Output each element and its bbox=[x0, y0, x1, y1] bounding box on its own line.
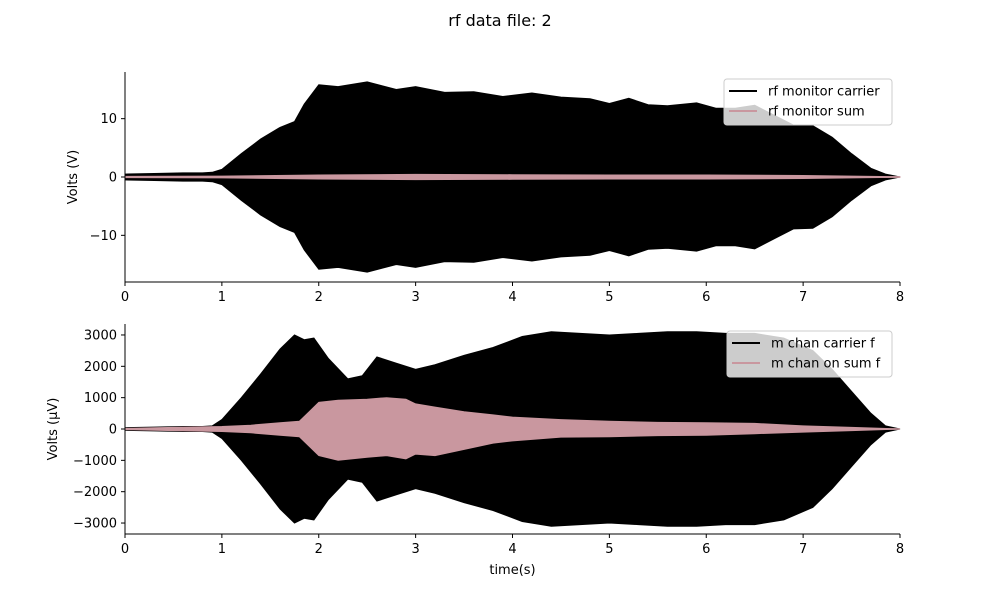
x-tick-label: 2 bbox=[315, 290, 323, 305]
x-tick-label: 8 bbox=[896, 290, 904, 305]
figure-title: rf data file: 2 bbox=[448, 11, 551, 30]
legend-bottom: m chan carrier f m chan on sum f bbox=[726, 330, 893, 378]
y-tick-label: 1000 bbox=[84, 391, 117, 406]
x-tick-label: 3 bbox=[411, 542, 419, 557]
legend-frame bbox=[726, 330, 893, 378]
legend-label-sum: m chan on sum f bbox=[771, 357, 881, 372]
x-tick-label: 1 bbox=[218, 290, 226, 305]
x-tick-label: 4 bbox=[508, 290, 516, 305]
x-tick-label: 6 bbox=[702, 542, 710, 557]
legend-label-carrier: m chan carrier f bbox=[771, 337, 875, 352]
x-tick-label: 5 bbox=[605, 290, 613, 305]
y-axis-label-top: Volts (V) bbox=[66, 150, 81, 205]
y-tick-label: −3000 bbox=[73, 517, 117, 532]
x-tick-label: 5 bbox=[605, 542, 613, 557]
x-tick-label: 8 bbox=[896, 542, 904, 557]
legend-top: rf monitor carrier rf monitor sum bbox=[723, 78, 893, 126]
x-tick-label: 4 bbox=[508, 542, 516, 557]
plot-area-bottom bbox=[124, 331, 901, 527]
y-tick-label: 0 bbox=[109, 171, 117, 186]
y-tick-label: 0 bbox=[109, 423, 117, 438]
x-tick-label: 2 bbox=[315, 542, 323, 557]
y-tick-label: 2000 bbox=[84, 360, 117, 375]
x-tick-label: 3 bbox=[411, 290, 419, 305]
y-axis-label-bottom: Volts (μV) bbox=[46, 398, 61, 461]
x-tick-label: 7 bbox=[799, 290, 807, 305]
x-tick-label: 6 bbox=[702, 290, 710, 305]
y-tick-label: 3000 bbox=[84, 328, 117, 343]
x-tick-label: 0 bbox=[121, 290, 129, 305]
x-tick-label: 1 bbox=[218, 542, 226, 557]
y-tick-label: −2000 bbox=[73, 485, 117, 500]
x-tick-label: 7 bbox=[799, 542, 807, 557]
axes-bottom: 0 1 2 3 4 5 6 7 8 −3000 −2000 −1000 0 1000 2000 3000 bbox=[73, 324, 904, 557]
legend-label-sum: rf monitor sum bbox=[768, 105, 865, 120]
x-tick-label: 0 bbox=[121, 542, 129, 557]
y-tick-label: −10 bbox=[90, 229, 117, 244]
chart-bottom: 0 1 2 3 4 5 6 7 8 −3000 −2000 −1000 0 1000 2000 3000 m … bbox=[46, 324, 904, 578]
plot-area-top bbox=[124, 81, 901, 273]
axes-top: 0 1 2 3 4 5 6 7 8 −10 0 10 bbox=[90, 72, 904, 305]
legend-frame bbox=[723, 78, 893, 126]
y-tick-label: 10 bbox=[100, 112, 117, 127]
legend-label-carrier: rf monitor carrier bbox=[768, 85, 880, 100]
x-axis-label-bottom: time(s) bbox=[489, 563, 535, 578]
y-tick-label: −1000 bbox=[73, 454, 117, 469]
